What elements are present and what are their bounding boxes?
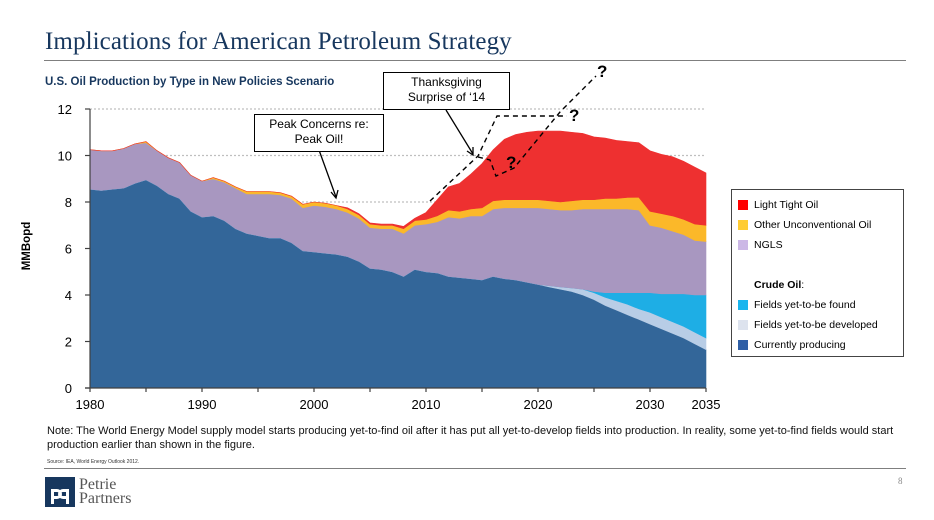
peak-callout-line1: Peak Concerns re: (269, 117, 369, 131)
legend-item-ngls: NGLS (738, 239, 783, 251)
annotations: ? ? ? (318, 62, 607, 202)
page-number: 8 (898, 476, 903, 486)
y-tick-label: 6 (65, 242, 72, 257)
x-tick-label: 1980 (76, 397, 105, 412)
logo-wordmark: Petrie Partners (79, 476, 132, 507)
scenario-dashed-line-upper (429, 115, 567, 202)
legend-swatch (738, 220, 748, 230)
logo-mark-icon (45, 477, 75, 507)
stacked-areas (89, 130, 707, 389)
legend-item-fields-developed: Fields yet-to-be developed (738, 319, 878, 331)
y-axis-label: MMBopd (21, 221, 33, 271)
peak-arrow-head (330, 189, 339, 200)
title-divider (44, 60, 906, 61)
x-tick-labels: 1980 1990 2000 2010 2020 2030 2035 (76, 397, 721, 412)
footnote: Note: The World Energy Model supply mode… (47, 425, 894, 451)
y-tick-label: 0 (65, 381, 72, 396)
thanksgiving-callout-line1: Thanksgiving (411, 75, 482, 89)
peak-concerns-callout: Peak Concerns re: Peak Oil! (254, 114, 384, 152)
thanksgiving-callout: Thanksgiving Surprise of ‘14 (383, 72, 510, 110)
question-mark-top: ? (597, 62, 607, 81)
peak-callout-line2: Peak Oil! (294, 132, 344, 146)
legend-item-other-unconventional: Other Unconventional Oil (738, 219, 871, 231)
company-logo: Petrie Partners (45, 477, 131, 507)
x-tick-label: 2000 (300, 397, 329, 412)
y-tick-label: 8 (65, 195, 72, 210)
x-tick-label: 2020 (524, 397, 553, 412)
legend-crude-oil-heading: Crude Oil: (754, 279, 805, 291)
legend-swatch (738, 240, 748, 250)
source-citation: Source: IEA, World Energy Outlook 2012. (47, 459, 140, 465)
chart-title: U.S. Oil Production by Type in New Polic… (45, 76, 335, 88)
y-tick-label: 12 (58, 102, 72, 117)
question-mark-mid: ? (569, 106, 579, 125)
thanksgiving-callout-line2: Surprise of ‘14 (407, 90, 486, 104)
question-mark-low: ? (506, 153, 516, 172)
x-tick-label: 2010 (412, 397, 441, 412)
production-chart: 1980 1990 2000 2010 2020 2030 2035 0 2 4 6 8 10 12 ?… (58, 62, 721, 412)
legend: Light Tight Oil Other Unconventional Oil… (731, 189, 904, 357)
area-light-tight-oil (89, 130, 707, 230)
x-tick-label: 2035 (692, 397, 721, 412)
page-title: Implications for American Petroleum Stra… (45, 28, 512, 55)
peak-arrow (318, 149, 337, 198)
axes (85, 108, 707, 392)
y-tick-label: 4 (65, 288, 72, 303)
legend-swatch (738, 300, 748, 310)
legend-item-currently-producing: Currently producing (738, 339, 846, 351)
y-tick-label: 2 (65, 335, 72, 350)
x-tick-label: 1990 (188, 397, 217, 412)
thanksgiving-arrow-head (466, 147, 474, 157)
legend-item-fields-found: Fields yet-to-be found (738, 299, 856, 311)
legend-swatch (738, 320, 748, 330)
thanksgiving-arrow (445, 109, 474, 155)
legend-item-light-tight-oil: Light Tight Oil (738, 199, 818, 211)
y-tick-labels: 0 2 4 6 8 10 12 (58, 102, 72, 396)
legend-swatch (738, 340, 748, 350)
footer-divider (44, 468, 906, 469)
scenario-dashed-line-lower (477, 75, 597, 177)
y-tick-label: 10 (58, 149, 72, 164)
x-tick-label: 2030 (636, 397, 665, 412)
legend-swatch (738, 200, 748, 210)
